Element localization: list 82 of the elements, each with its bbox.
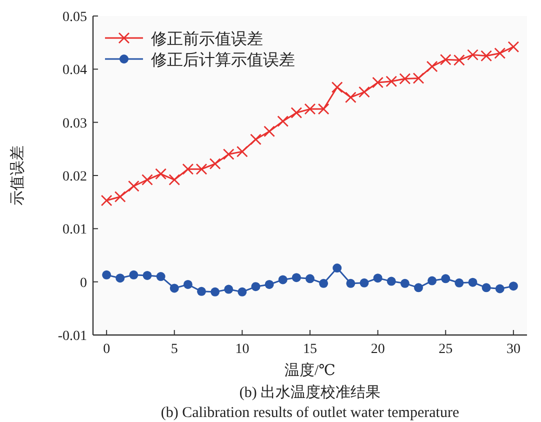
point <box>508 282 518 291</box>
point <box>222 148 234 160</box>
x-tick-label: 25 <box>438 342 453 357</box>
point <box>414 283 423 292</box>
point <box>467 49 478 61</box>
y-tick-label: 0.03 <box>62 116 87 132</box>
point <box>182 163 194 175</box>
point <box>238 287 247 296</box>
point <box>155 168 167 180</box>
point <box>264 126 276 138</box>
point <box>399 73 411 84</box>
point <box>209 158 221 170</box>
point <box>400 278 410 288</box>
point <box>116 274 125 283</box>
point <box>224 284 234 294</box>
point <box>142 174 153 186</box>
point <box>346 278 356 288</box>
point <box>454 278 464 288</box>
text: (b) Calibration results of outlet water temperature <box>160 405 460 421</box>
point <box>142 270 152 280</box>
point <box>304 103 316 115</box>
y-tick-label: 0.05 <box>62 10 87 25</box>
y-tick-label: -0.01 <box>58 329 87 344</box>
point <box>412 72 424 84</box>
point <box>128 180 140 192</box>
y-tick-label: 0 <box>80 276 87 291</box>
point <box>318 103 330 115</box>
point <box>168 174 180 186</box>
point <box>495 284 504 294</box>
x-axis-title: 温度/℃ <box>284 362 336 379</box>
legend-label: 修正后计算示值误差 <box>151 51 295 69</box>
x-tick-label: 30 <box>506 342 520 357</box>
point <box>114 191 126 202</box>
point <box>251 282 260 292</box>
point <box>494 48 506 59</box>
y-tick-label: 0.04 <box>62 63 87 78</box>
point <box>264 280 274 289</box>
point <box>183 280 192 289</box>
x-tick-label: 10 <box>235 342 250 357</box>
point <box>210 287 220 296</box>
point <box>236 146 248 158</box>
point <box>480 50 492 62</box>
point <box>360 278 369 288</box>
point <box>319 278 328 288</box>
point <box>277 116 289 127</box>
point <box>508 41 520 53</box>
point <box>196 163 208 175</box>
y-tick-label: 0.01 <box>62 222 87 238</box>
point <box>290 107 302 118</box>
text: (b) 出水温度校准结果 <box>239 384 381 401</box>
x-tick-label: 15 <box>303 342 317 357</box>
point <box>102 270 112 280</box>
point <box>306 274 314 284</box>
x-tick-label: 0 <box>103 342 110 357</box>
point <box>129 270 138 280</box>
y-tick-label: 0.02 <box>62 170 87 184</box>
x-tick-label: 20 <box>370 342 385 357</box>
point <box>250 134 262 146</box>
point <box>373 274 382 283</box>
point <box>453 54 465 66</box>
point <box>386 276 396 286</box>
point <box>156 272 166 282</box>
point <box>440 54 452 66</box>
point <box>386 76 398 88</box>
x-tick-label: 5 <box>170 342 178 357</box>
point <box>197 286 206 296</box>
y-axis-title: 示值误差 <box>9 146 26 206</box>
point <box>428 276 437 286</box>
point <box>292 273 301 282</box>
point <box>278 275 288 284</box>
point <box>372 76 384 88</box>
legend-label: 修正前示值误差 <box>151 30 263 48</box>
point <box>358 86 370 98</box>
point <box>100 194 112 206</box>
point <box>331 82 343 93</box>
point <box>426 60 438 72</box>
point <box>332 264 342 273</box>
point <box>468 278 478 287</box>
point <box>441 274 450 284</box>
point <box>170 284 179 293</box>
point <box>482 283 491 292</box>
point <box>344 92 356 104</box>
